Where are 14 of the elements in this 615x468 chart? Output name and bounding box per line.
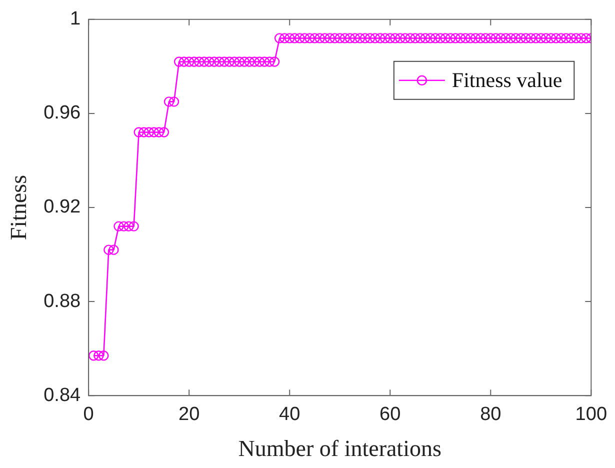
y-tick-label: 0.92 [44, 196, 81, 218]
x-tick-label: 60 [380, 404, 401, 426]
y-tick-label: 1 [70, 8, 81, 30]
x-axis-title: Number of interations [238, 436, 442, 462]
y-tick-label: 0.88 [44, 290, 81, 312]
x-tick-label: 80 [480, 404, 502, 426]
y-tick-label: 0.84 [44, 384, 82, 406]
x-tick-label: 20 [178, 404, 200, 426]
x-tick-label: 40 [279, 404, 300, 426]
y-axis-title: Fitness [6, 174, 31, 240]
x-tick-label: 100 [575, 404, 607, 426]
x-tick-label: 0 [83, 404, 94, 426]
legend-label: Fitness value [452, 68, 562, 92]
y-tick-label: 0.96 [44, 102, 81, 124]
